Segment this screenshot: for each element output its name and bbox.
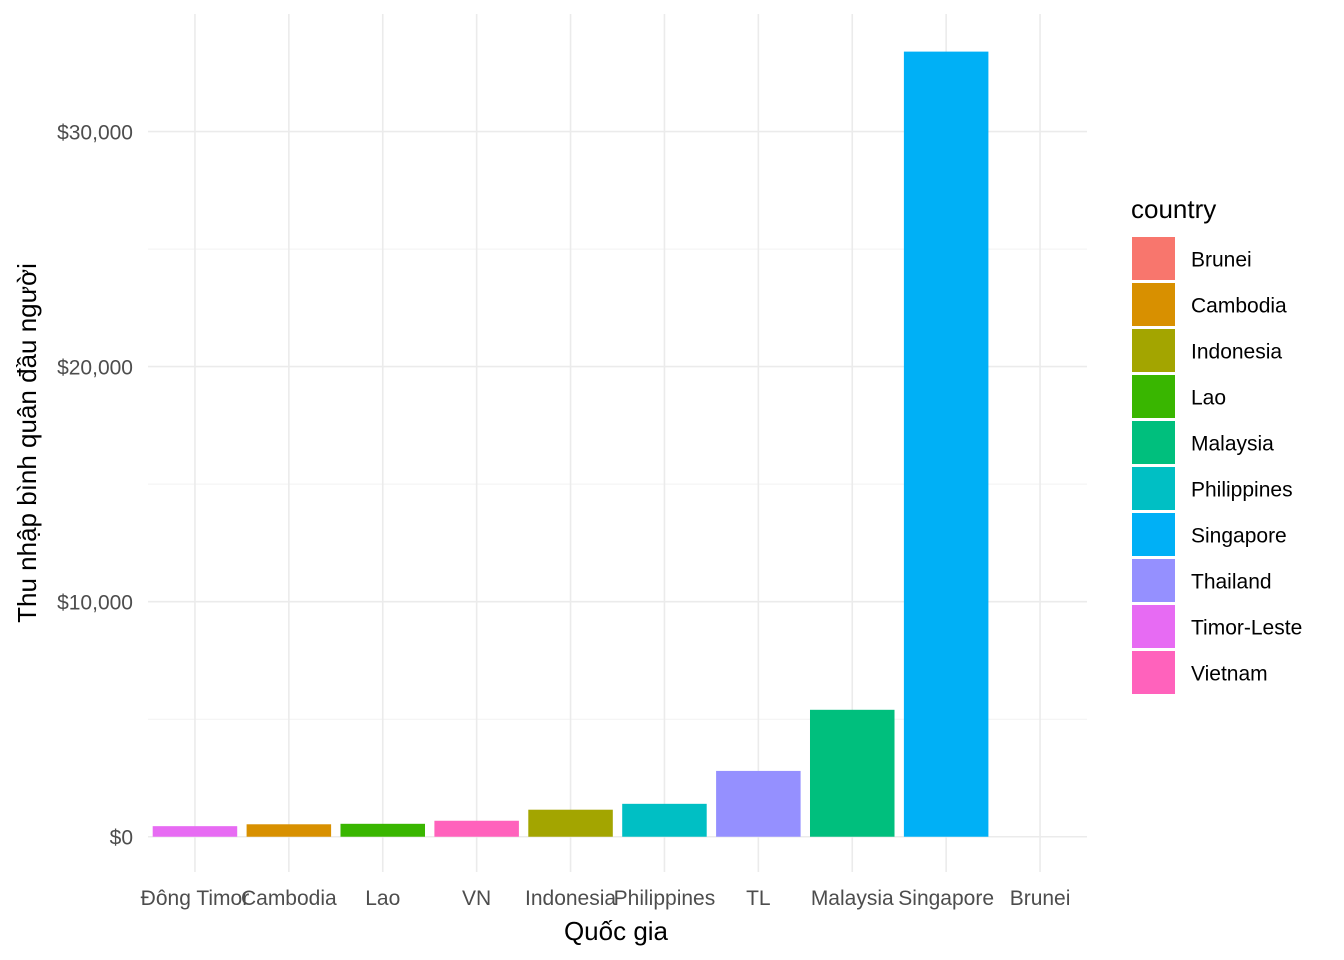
legend-label: Lao <box>1191 387 1226 410</box>
legend-title: country <box>1131 194 1216 224</box>
legend-key <box>1132 421 1175 464</box>
bar-indonesia <box>528 809 613 837</box>
x-tick-label: VN <box>462 887 491 910</box>
x-tick-label: Indonesia <box>525 887 616 910</box>
bar-cambodia <box>246 824 332 837</box>
legend-label: Vietnam <box>1191 663 1268 686</box>
x-tick-label: Brunei <box>1010 887 1071 910</box>
legend-label: Thailand <box>1191 571 1272 594</box>
legend-label: Timor-Leste <box>1191 617 1302 640</box>
y-tick-label: $20,000 <box>57 357 133 380</box>
legend-key <box>1132 283 1175 326</box>
legend-label: Brunei <box>1191 249 1252 272</box>
legend-key <box>1132 513 1175 556</box>
bar-lao <box>340 823 426 837</box>
legend-key <box>1132 651 1175 694</box>
x-tick-label: Lao <box>365 887 400 910</box>
bar-thailand <box>716 770 801 837</box>
legend-label: Malaysia <box>1191 433 1274 456</box>
legend-label: Cambodia <box>1191 295 1287 318</box>
legend: country Brunei Cambodia Indonesia Lao Malays… <box>1131 194 1302 694</box>
y-axis-tick-labels: $0 $10,000 $20,000 $30,000 <box>57 122 133 850</box>
legend-key <box>1132 559 1175 602</box>
legend-label: Singapore <box>1191 525 1287 548</box>
y-axis-title: Thu nhập bình quân đầu người <box>12 263 42 623</box>
bar-singapore <box>903 51 989 837</box>
legend-key <box>1132 237 1175 280</box>
legend-label: Philippines <box>1191 479 1293 502</box>
x-tick-label: Philippines <box>614 887 716 910</box>
bars <box>152 51 989 837</box>
x-tick-label: Singapore <box>898 887 994 910</box>
y-tick-label: $0 <box>110 827 133 850</box>
x-tick-label: Cambodia <box>241 887 337 910</box>
bar-timor-leste <box>152 826 238 837</box>
legend-key <box>1132 375 1175 418</box>
bar-vietnam <box>434 820 519 837</box>
x-axis-title: Quốc gia <box>564 916 669 946</box>
legend-key <box>1132 329 1175 372</box>
x-tick-label: Đông Timor <box>141 887 250 910</box>
bar-philippines <box>622 803 707 837</box>
legend-key <box>1132 467 1175 510</box>
legend-label: Indonesia <box>1191 341 1282 364</box>
legend-key <box>1132 605 1175 648</box>
x-tick-label: TL <box>746 887 771 910</box>
gridlines <box>148 14 1087 872</box>
bar-malaysia <box>809 709 895 837</box>
y-tick-label: $30,000 <box>57 122 133 145</box>
y-tick-label: $10,000 <box>57 592 133 615</box>
x-tick-label: Malaysia <box>811 887 894 910</box>
